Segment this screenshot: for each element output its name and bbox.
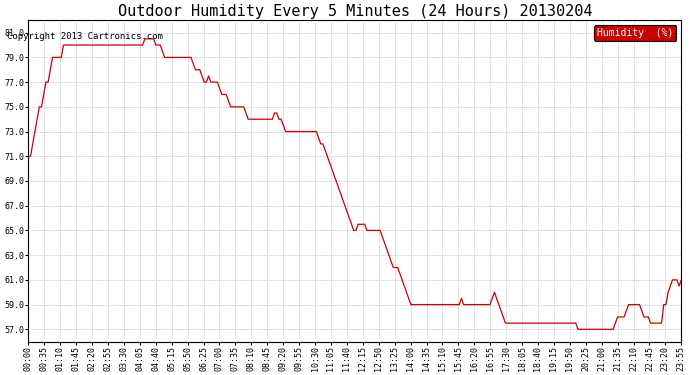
Legend: Humidity  (%): Humidity (%) [594, 25, 676, 41]
Text: Copyright 2013 Cartronics.com: Copyright 2013 Cartronics.com [7, 32, 163, 41]
Title: Outdoor Humidity Every 5 Minutes (24 Hours) 20130204: Outdoor Humidity Every 5 Minutes (24 Hou… [117, 4, 592, 19]
